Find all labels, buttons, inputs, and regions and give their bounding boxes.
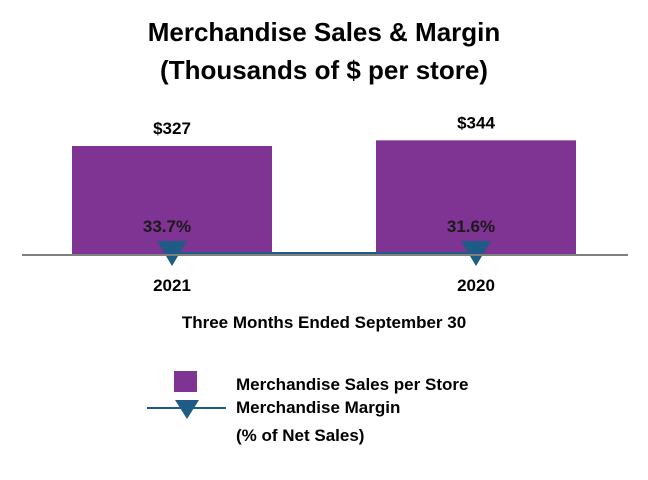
bar-value-label-2021: $327 [153, 119, 191, 138]
margin-marker-2021 [157, 241, 187, 266]
category-labels: 2021 2020 [153, 276, 495, 295]
legend-label-margin-unit: (% of Net Sales) [236, 426, 364, 445]
bar-value-label-2020: $344 [457, 113, 495, 132]
category-label-2020: 2020 [457, 276, 495, 295]
x-axis-title: Three Months Ended September 30 [182, 313, 466, 332]
legend: Merchandise Sales per Store Merchandise … [147, 371, 468, 445]
chart-title: Merchandise Sales & Margin [148, 17, 501, 47]
margin-value-label-2021: 33.7% [143, 217, 191, 236]
margin-marker-2020 [461, 241, 491, 266]
legend-label-sales: Merchandise Sales per Store [236, 375, 468, 394]
bar-2020 [376, 140, 576, 255]
legend-marker-margin [175, 400, 199, 419]
chart-subtitle: (Thousands of $ per store) [160, 55, 488, 85]
legend-swatch-sales [174, 371, 197, 392]
legend-label-margin: Merchandise Margin [236, 398, 400, 417]
bars-layer: $327 $344 [72, 113, 576, 255]
margin-line-layer: 33.7% 31.6% [143, 217, 495, 266]
margin-value-label-2020: 31.6% [447, 217, 495, 236]
bar-2021 [72, 146, 272, 255]
category-label-2021: 2021 [153, 276, 191, 295]
